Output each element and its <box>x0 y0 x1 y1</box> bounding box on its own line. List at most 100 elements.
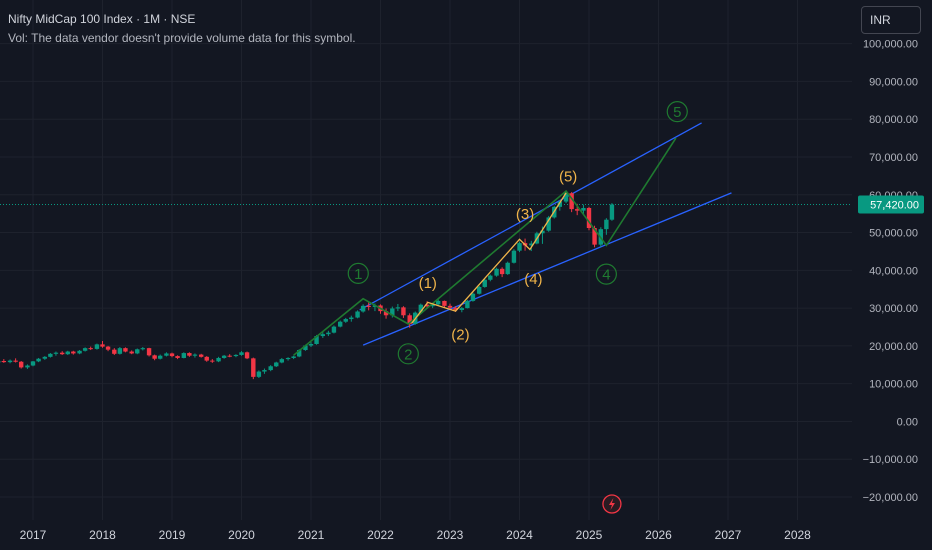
wave-path-green[interactable] <box>293 137 677 356</box>
volume-note: Vol: The data vendor doesn't provide vol… <box>8 31 356 45</box>
wave-label[interactable]: 5 <box>666 101 688 123</box>
candle-body <box>42 356 48 359</box>
grid <box>0 0 852 520</box>
wave-label[interactable]: (3) <box>516 206 534 223</box>
candle-body <box>430 304 435 307</box>
wave-label-text: 1 <box>354 266 362 283</box>
y-tick-label: 0.00 <box>897 416 918 428</box>
candle-body <box>146 348 152 356</box>
candle-body <box>331 326 337 333</box>
candle-body <box>517 243 522 251</box>
lightning-icon-bolt <box>608 498 615 510</box>
wave-label-circle <box>595 263 617 285</box>
wave-label-text: (1) <box>419 275 437 292</box>
candle-body <box>499 268 505 275</box>
candle-body <box>82 348 88 351</box>
candle-body <box>71 351 76 354</box>
candle-body <box>355 311 360 318</box>
lightning-icon[interactable] <box>602 494 622 514</box>
channel-line-lower[interactable] <box>362 192 732 346</box>
channel-line-upper[interactable] <box>359 122 702 311</box>
wave-label-text: (3) <box>516 206 534 223</box>
candle-body <box>251 358 256 377</box>
y-tick-label: 10,000.00 <box>869 379 918 391</box>
candle-body <box>48 353 53 357</box>
wave-label[interactable]: 2 <box>397 343 419 365</box>
price-axis[interactable]: 100,000.0090,000.0080,000.0070,000.0060,… <box>858 39 924 504</box>
wave-label[interactable]: (1) <box>419 275 437 292</box>
candle-body <box>18 361 24 368</box>
candle-body <box>198 354 204 357</box>
last-price-badge-bg <box>858 195 924 214</box>
candle-body <box>592 228 597 245</box>
candle-body <box>529 243 534 246</box>
candle-body <box>140 348 146 350</box>
candle-body <box>366 305 371 307</box>
candle-body <box>256 371 262 377</box>
wave-label[interactable]: 1 <box>347 262 369 284</box>
candle-body <box>557 201 563 207</box>
candle-body <box>105 346 111 350</box>
y-tick-label: −20,000.00 <box>863 492 918 504</box>
elliott-wave-labels[interactable]: 1 2 5 4 (1) (2) (3) (4) (5) <box>347 101 688 365</box>
candle-body <box>100 344 105 347</box>
candle-body <box>447 305 453 308</box>
candle-body <box>574 209 580 211</box>
x-tick-label: 2024 <box>506 528 533 542</box>
elliott-wave-paths[interactable] <box>293 137 677 356</box>
wave-label-circle <box>397 343 419 365</box>
candle-body <box>59 352 65 355</box>
x-tick-label: 2027 <box>715 528 742 542</box>
y-tick-label: 30,000.00 <box>869 303 918 315</box>
candle-body <box>291 356 296 358</box>
y-tick-label: 100,000.00 <box>863 39 918 51</box>
candle-body <box>239 352 244 355</box>
y-tick-label: 40,000.00 <box>869 265 918 277</box>
candle-body <box>175 356 180 358</box>
candle-body <box>117 348 123 354</box>
wave-label[interactable]: (2) <box>451 326 469 343</box>
candle-body <box>453 307 458 310</box>
candle-body <box>482 279 487 287</box>
candle-body <box>221 355 227 358</box>
wave-label-text: (4) <box>524 271 542 288</box>
candle-body <box>470 293 476 301</box>
candle-body <box>94 344 100 349</box>
trend-channel[interactable] <box>359 122 732 346</box>
wave-path-orange[interactable] <box>411 192 567 324</box>
candle-body <box>13 360 18 362</box>
wave-label-circle <box>666 101 688 123</box>
candle-body <box>227 355 232 357</box>
candle-body <box>164 353 169 356</box>
wave-label[interactable]: 4 <box>595 263 617 285</box>
candle-body <box>505 262 510 275</box>
candle-body <box>407 315 412 324</box>
candle-body <box>418 304 424 313</box>
candle-body <box>112 349 117 354</box>
candle-body <box>169 353 175 357</box>
candle-body <box>285 357 291 360</box>
wave-label-text: 5 <box>673 104 681 121</box>
wave-label-text: (2) <box>451 326 469 343</box>
candle-body <box>216 357 221 362</box>
wave-label[interactable]: (4) <box>524 271 542 288</box>
wave-label[interactable]: (5) <box>559 169 577 186</box>
candle-body <box>511 250 517 263</box>
symbol-title: Nifty MidCap 100 Index · 1M · NSE <box>8 12 196 26</box>
candle-body <box>268 366 273 371</box>
candle-body <box>609 204 615 220</box>
candle-body <box>123 348 128 352</box>
time-axis[interactable]: 2017 2018 2019 2020 2021 2022 2023 2024 2025 2026… <box>20 528 812 542</box>
candle-body <box>274 362 279 367</box>
last-price-badge[interactable]: 57,420.00 <box>858 195 924 214</box>
candle-body <box>88 348 93 350</box>
candle-body <box>296 350 302 357</box>
candle-body <box>77 350 82 354</box>
candle-body <box>192 354 198 356</box>
candle-body <box>390 308 395 316</box>
candle-body <box>586 207 592 229</box>
x-tick-label: 2017 <box>20 528 47 542</box>
currency-button[interactable]: INR <box>861 6 921 34</box>
